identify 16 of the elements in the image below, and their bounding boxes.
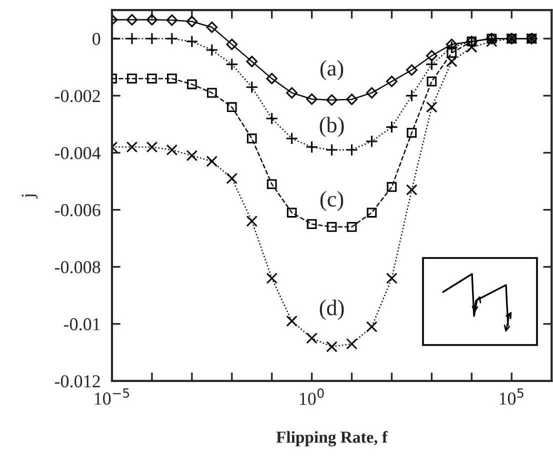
annotation: (b) bbox=[320, 116, 344, 137]
x-tick-label: 10$^{0}$ bbox=[300, 388, 324, 405]
y-tick-label: -0.012 bbox=[54, 375, 100, 388]
x-tick-label: 10$^{−5}$ bbox=[94, 388, 130, 405]
y-tick-label: -0.01 bbox=[64, 318, 100, 330]
y-axis-title: j bbox=[22, 194, 38, 199]
x-tick-label: 10$^{5}$ bbox=[500, 388, 524, 405]
annotation: (c) bbox=[320, 191, 344, 212]
y-tick-label: -0.006 bbox=[54, 204, 100, 216]
x-axis-title: Flipping Rate, f bbox=[276, 430, 388, 446]
y-tick-label: -0.008 bbox=[54, 261, 100, 274]
annotation: (a) bbox=[320, 60, 344, 80]
annotation: (d) bbox=[320, 300, 344, 320]
y-tick-label: 0 bbox=[92, 32, 100, 46]
y-tick-label: -0.004 bbox=[54, 147, 101, 160]
y-tick-label: -0.002 bbox=[54, 90, 100, 102]
